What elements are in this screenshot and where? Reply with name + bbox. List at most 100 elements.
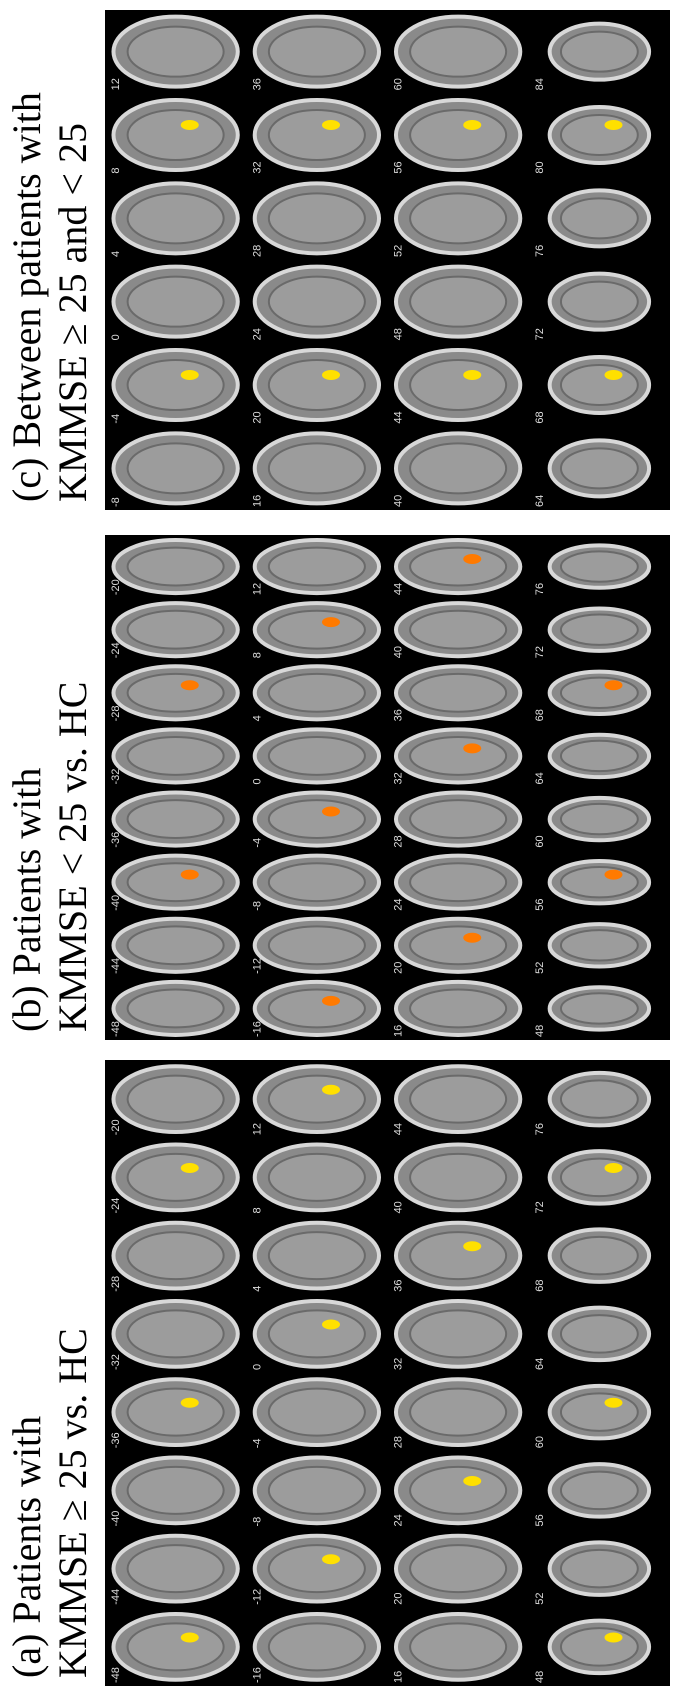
slice-number: -40 — [110, 1511, 122, 1527]
brain-inner — [410, 548, 506, 586]
brain-inner — [410, 1310, 506, 1357]
brain-inner — [128, 548, 224, 586]
slice-number: 24 — [393, 1514, 405, 1526]
slice-number: 12 — [251, 583, 263, 595]
activation — [463, 933, 481, 943]
slice-number: 16 — [393, 1025, 405, 1037]
brain-inner — [269, 926, 365, 964]
brain-inner — [128, 443, 224, 493]
brain-inner — [410, 1467, 506, 1514]
brain-inner — [128, 277, 224, 327]
slice-number: 60 — [534, 835, 546, 847]
brain-inner — [410, 611, 506, 649]
activation — [463, 1241, 481, 1251]
slice-number: 36 — [393, 1280, 405, 1292]
slice-number: -28 — [110, 705, 122, 721]
brain-inner — [269, 1545, 365, 1592]
brain-inner — [561, 365, 638, 405]
activation — [181, 1163, 199, 1173]
slice-number: 56 — [393, 161, 405, 173]
activation — [181, 1398, 199, 1408]
slice-number: 44 — [393, 583, 405, 595]
brain-inner — [410, 674, 506, 712]
brain-inner — [128, 1310, 224, 1357]
brain-inner — [561, 993, 638, 1023]
slice-number: 64 — [534, 1358, 546, 1370]
brain-inner — [410, 926, 506, 964]
activation — [322, 806, 340, 816]
slice-number: 12 — [251, 1123, 263, 1135]
brain-inner — [269, 110, 365, 160]
slice-number: -4 — [251, 838, 263, 848]
activation — [181, 1632, 199, 1642]
brain-inner — [561, 115, 638, 155]
slice-number: -24 — [110, 1198, 122, 1214]
slice-number: -36 — [110, 1432, 122, 1448]
brain-inner — [128, 990, 224, 1028]
brain-inner — [410, 800, 506, 838]
brain-inner — [269, 1154, 365, 1201]
slice-number: 0 — [110, 334, 122, 340]
slice-number: 60 — [393, 78, 405, 90]
activation — [605, 1398, 623, 1408]
slice-number: -20 — [110, 1119, 122, 1135]
brain-inner — [561, 1237, 638, 1275]
brain-inner — [561, 678, 638, 708]
brain-inner — [128, 674, 224, 712]
brain-inner — [561, 1550, 638, 1588]
slice-number: 24 — [393, 899, 405, 911]
slice-number: 32 — [251, 161, 263, 173]
brain-inner — [561, 1315, 638, 1353]
slice-number: 20 — [393, 962, 405, 974]
slice-number: 52 — [393, 245, 405, 257]
brain-inner — [561, 1393, 638, 1431]
brain-inner — [269, 800, 365, 838]
brain-inner — [410, 193, 506, 243]
figure: (a) Patients withKMMSE ≥ 25 vs. HC-48-44… — [0, 0, 691, 1686]
slice-number: 72 — [534, 646, 546, 658]
brain-inner — [410, 27, 506, 77]
slice-number: 76 — [534, 245, 546, 257]
slice-number: -44 — [110, 958, 122, 974]
brain-inner — [269, 27, 365, 77]
brain-inner — [561, 867, 638, 897]
activation — [605, 1163, 623, 1173]
slice-number: 40 — [393, 495, 405, 507]
slice-number: 52 — [534, 1593, 546, 1605]
slice-number: -4 — [110, 414, 122, 424]
panel-subtitle: KMMSE ≥ 25 vs. HC — [50, 1328, 95, 1678]
slice-number: 84 — [534, 78, 546, 90]
slice-number: 60 — [534, 1436, 546, 1448]
slice-number: 40 — [393, 1201, 405, 1213]
slice-number: 20 — [393, 1593, 405, 1605]
brain-inner — [269, 360, 365, 410]
slice-number: 4 — [251, 715, 263, 721]
brain-inner — [128, 1232, 224, 1279]
brain-inner — [561, 804, 638, 834]
brain-inner — [410, 360, 506, 410]
slice-number: -44 — [110, 1589, 122, 1605]
brain-inner — [410, 863, 506, 901]
slice-number: 8 — [110, 168, 122, 174]
brain-inner — [561, 1080, 638, 1118]
brain-inner — [561, 1628, 638, 1666]
brain-inner — [269, 990, 365, 1028]
activation — [605, 1632, 623, 1642]
brain-inner — [128, 1623, 224, 1670]
slice-number: 0 — [251, 778, 263, 784]
slice-number: -32 — [110, 1354, 122, 1370]
brain-inner — [410, 1545, 506, 1592]
brain-inner — [269, 1389, 365, 1436]
activation — [181, 120, 199, 130]
brain-inner — [269, 737, 365, 775]
activation — [181, 680, 199, 690]
brain-inner — [410, 1076, 506, 1123]
slice-number: -12 — [251, 1589, 263, 1605]
slice-number: 16 — [393, 1671, 405, 1683]
slice-number: 24 — [251, 328, 263, 340]
panel-title: (a) Patients with — [4, 1416, 49, 1678]
activation — [322, 370, 340, 380]
brain-inner — [128, 27, 224, 77]
brain-inner — [561, 1472, 638, 1510]
brain-inner — [269, 1310, 365, 1357]
